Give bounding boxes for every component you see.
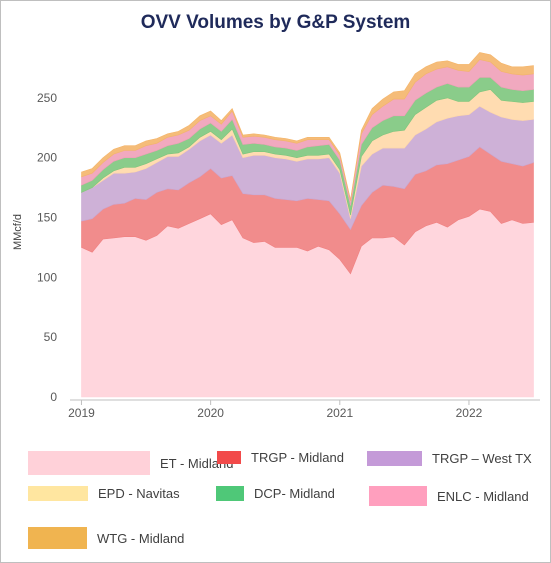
y-tick-label: 100	[37, 270, 57, 284]
y-axis-label: MMcf/d	[12, 214, 24, 250]
y-tick-label: 0	[50, 390, 57, 404]
area-wtg-midland	[81, 52, 534, 201]
y-tick-label: 200	[37, 151, 57, 165]
area-layers	[81, 52, 534, 398]
x-tick-label: 2020	[197, 406, 224, 420]
x-tick-label: 2019	[68, 406, 95, 420]
y-tick-label: 150	[37, 211, 57, 225]
x-tick-label: 2022	[456, 406, 483, 420]
y-axis: 0 50 100 150 200 250	[37, 91, 57, 404]
x-tick-label: 2021	[326, 406, 353, 420]
y-tick-label: 250	[37, 91, 57, 105]
chart-title: OVV Volumes by G&P System	[140, 12, 411, 33]
x-axis: 2019 2020 2021 2022	[68, 399, 540, 420]
y-tick-label: 50	[44, 330, 58, 344]
